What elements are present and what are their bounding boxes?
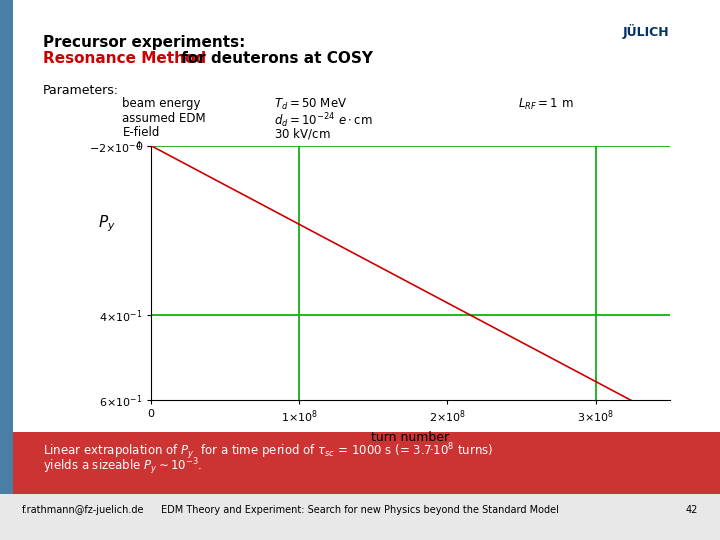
Text: assumed EDM: assumed EDM [122, 112, 206, 125]
Text: E-field: E-field [122, 126, 160, 139]
Text: f.rathmann@fz-juelich.de: f.rathmann@fz-juelich.de [22, 505, 144, 515]
Bar [0, 494, 720, 540]
Bar [13, 432, 720, 494]
Text: $L_{RF} = 1\ \mathrm{m}$: $L_{RF} = 1\ \mathrm{m}$ [518, 97, 574, 112]
Text: $T_d = 50\ \mathrm{MeV}$: $T_d = 50\ \mathrm{MeV}$ [274, 97, 347, 112]
Text: $d_d = 10^{-24}\ e\cdot\mathrm{cm}$: $d_d = 10^{-24}\ e\cdot\mathrm{cm}$ [274, 112, 372, 131]
Text: Linear extrapolation of $P_y$  for a time period of $\tau_{sc}$ = 1000 s (= 3.7·: Linear extrapolation of $P_y$ for a time… [43, 441, 493, 462]
Text: Parameters:: Parameters: [43, 84, 120, 97]
Text: yields a sizeable $P_y\sim10^{-3}$.: yields a sizeable $P_y\sim10^{-3}$. [43, 456, 202, 477]
X-axis label: turn number: turn number [372, 431, 449, 444]
Text: EDM Theory and Experiment: Search for new Physics beyond the Standard Model: EDM Theory and Experiment: Search for ne… [161, 505, 559, 515]
Text: $30\ \mathrm{kV/cm}$: $30\ \mathrm{kV/cm}$ [274, 126, 330, 141]
Text: Precursor experiments:: Precursor experiments: [43, 35, 246, 50]
Text: JÜLICH: JÜLICH [623, 24, 670, 39]
Text: for deuterons at COSY: for deuterons at COSY [176, 51, 374, 66]
Text: 42: 42 [686, 505, 698, 515]
Bar [0, 0, 13, 497]
Text: Resonance Method: Resonance Method [43, 51, 207, 66]
Text: beam energy: beam energy [122, 97, 201, 110]
Text: $P_y$: $P_y$ [98, 214, 115, 234]
